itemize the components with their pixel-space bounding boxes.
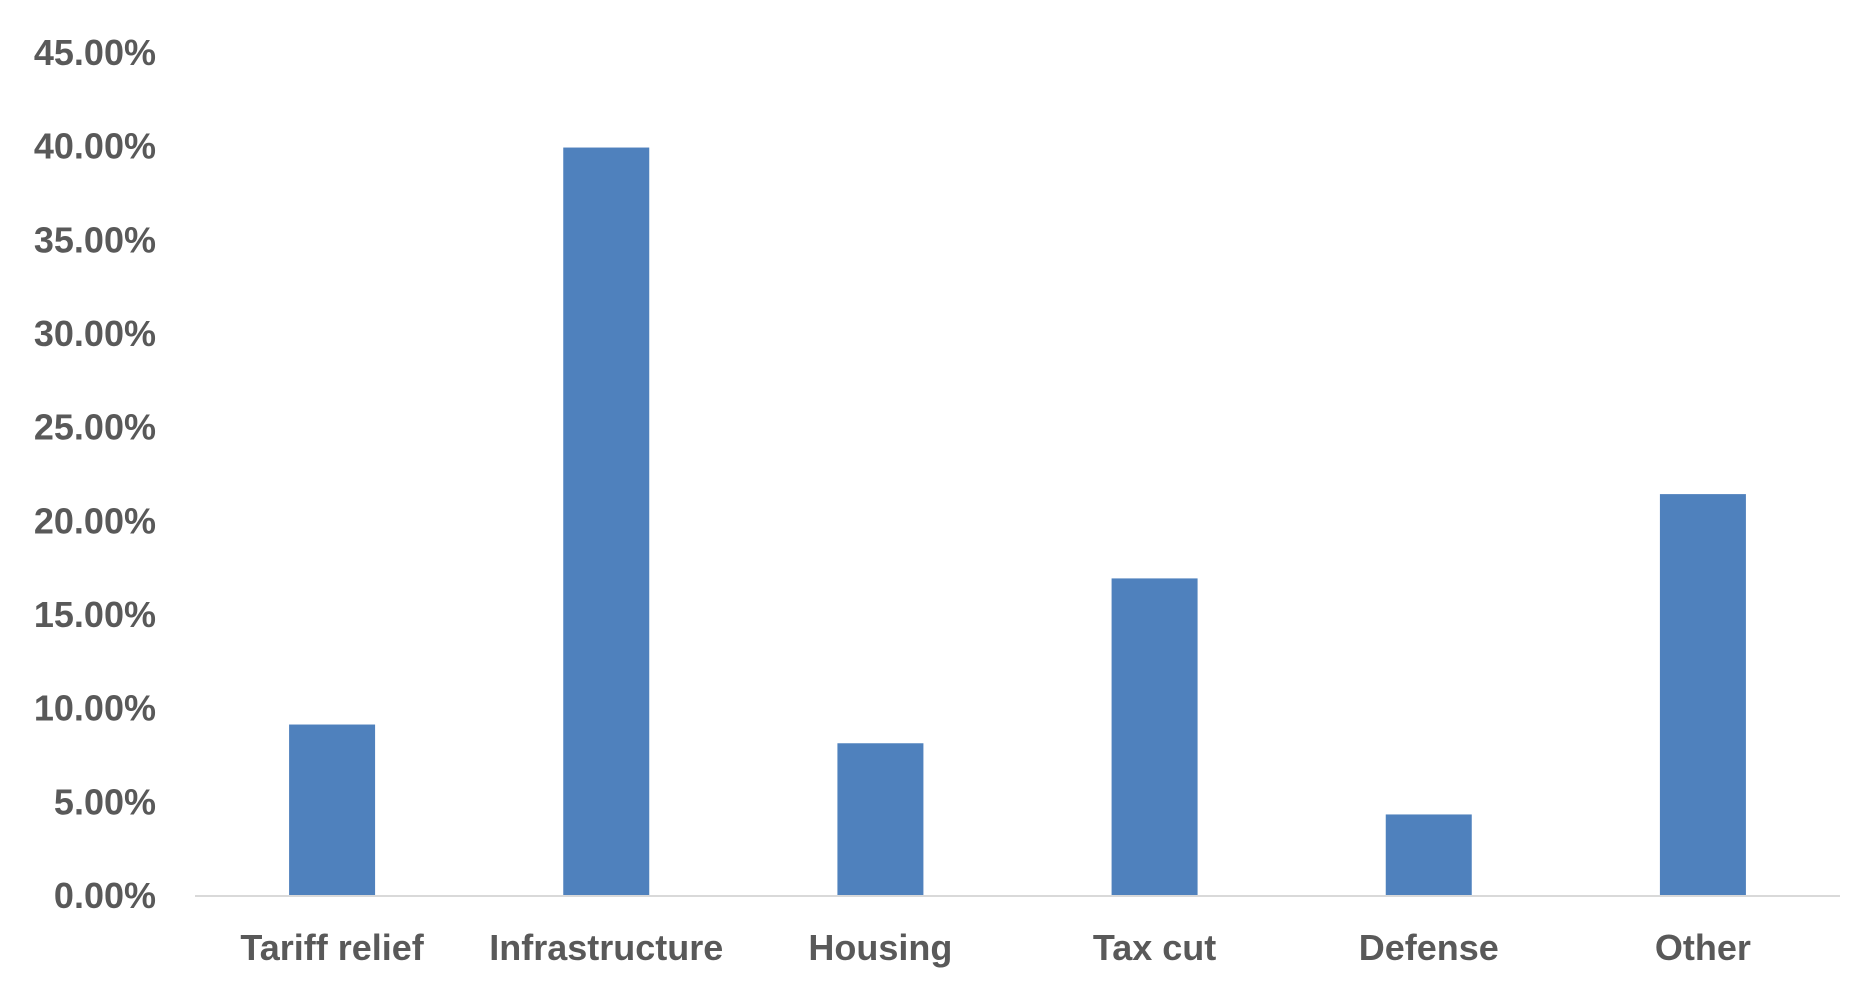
y-tick-label: 45.00% — [34, 32, 156, 73]
y-tick-label: 25.00% — [34, 407, 156, 448]
y-tick-label: 0.00% — [54, 875, 156, 916]
bar-tariff-relief — [289, 724, 376, 895]
y-tick-label: 10.00% — [34, 688, 156, 729]
bar-tax-cut — [1111, 578, 1198, 895]
y-tick-label: 30.00% — [34, 313, 156, 354]
y-tick-label: 40.00% — [34, 126, 156, 167]
x-category-label: Housing — [808, 927, 952, 968]
y-tick-label: 15.00% — [34, 594, 156, 635]
x-axis-category-labels: Tariff relief Infrastructure Housing Tax cu… — [240, 927, 1751, 968]
bar-other — [1659, 494, 1746, 895]
y-axis-tick-labels: 0.00% 5.00% 10.00% 15.00% 20.00% 25.00% 30.00%… — [34, 32, 156, 916]
bar-defense — [1385, 814, 1472, 895]
bar-housing — [837, 743, 924, 895]
y-tick-label: 20.00% — [34, 500, 156, 541]
x-category-label: Tariff relief — [240, 927, 424, 968]
x-category-label: Other — [1655, 927, 1751, 968]
y-tick-label: 5.00% — [54, 781, 156, 822]
x-category-label: Infrastructure — [489, 927, 723, 968]
x-category-label: Defense — [1359, 927, 1499, 968]
y-tick-label: 35.00% — [34, 219, 156, 260]
bar-series — [289, 147, 1746, 896]
bar-infrastructure — [563, 147, 650, 896]
x-category-label: Tax cut — [1093, 927, 1216, 968]
